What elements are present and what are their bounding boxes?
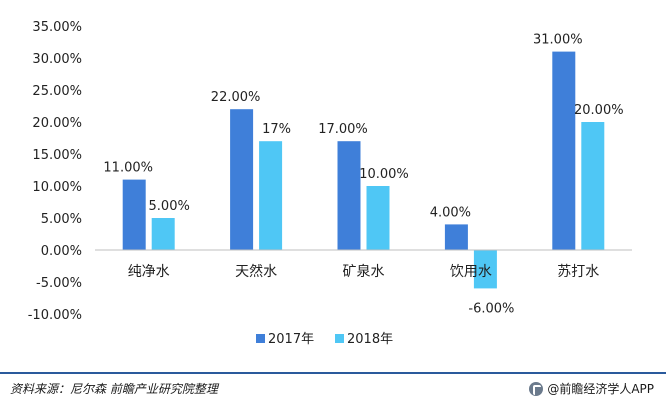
legend: 2017年 2018年 bbox=[256, 332, 393, 347]
data-label: 20.00% bbox=[574, 103, 624, 118]
legend-label-2017: 2017年 bbox=[268, 332, 314, 347]
brand-logo-icon bbox=[529, 381, 544, 396]
y-tick-label: 15.00% bbox=[32, 148, 82, 163]
data-labels: 11.00% 5.00% 22.00% 17% 17.00% 10.00% 4.00% -6.… bbox=[103, 33, 623, 317]
y-tick-label: 0.00% bbox=[41, 244, 82, 259]
legend-swatch-2018 bbox=[335, 334, 344, 343]
brand-credit: @前瞻经济学人APP bbox=[529, 380, 654, 397]
y-tick-label: 20.00% bbox=[32, 116, 82, 131]
y-axis: 35.00% 30.00% 25.00% 20.00% 15.00% 10.00% 5.00… bbox=[28, 20, 82, 323]
bar-2018年 bbox=[259, 141, 283, 250]
bar-2018年 bbox=[366, 186, 390, 250]
footer-divider bbox=[0, 372, 666, 374]
bar-2018年 bbox=[151, 218, 175, 250]
category-label: 苏打水 bbox=[557, 263, 599, 280]
data-label: 11.00% bbox=[103, 161, 153, 176]
y-tick-label: 30.00% bbox=[32, 52, 82, 67]
bar-2017年 bbox=[230, 109, 254, 250]
y-tick-label: -5.00% bbox=[36, 276, 82, 291]
bars bbox=[122, 51, 605, 289]
data-label: 17% bbox=[262, 122, 291, 137]
y-tick-label: -10.00% bbox=[28, 308, 82, 323]
category-label: 纯净水 bbox=[128, 264, 170, 280]
legend-swatch-2017 bbox=[256, 334, 265, 343]
data-label: 4.00% bbox=[430, 205, 471, 220]
data-label: 22.00% bbox=[211, 90, 261, 105]
bar-2017年 bbox=[337, 141, 361, 250]
y-tick-label: 5.00% bbox=[41, 212, 82, 227]
category-labels: 纯净水 天然水 矿泉水 饮用水 苏打水 bbox=[128, 263, 600, 280]
bar-2017年 bbox=[552, 51, 576, 250]
legend-label-2018: 2018年 bbox=[347, 332, 393, 347]
bar-2018年 bbox=[581, 122, 605, 250]
data-label: 5.00% bbox=[149, 199, 190, 214]
bar-2018年 bbox=[473, 250, 497, 289]
bar-2017年 bbox=[122, 179, 146, 250]
data-label: 31.00% bbox=[533, 33, 583, 48]
data-label: 10.00% bbox=[359, 167, 409, 182]
category-label: 矿泉水 bbox=[343, 263, 385, 280]
data-label: -6.00% bbox=[468, 301, 514, 316]
source-note: 资料来源：尼尔森 前瞻产业研究院整理 bbox=[10, 382, 218, 396]
category-label: 天然水 bbox=[235, 263, 277, 280]
data-label: 17.00% bbox=[318, 122, 368, 137]
y-tick-label: 25.00% bbox=[32, 84, 82, 99]
category-label: 饮用水 bbox=[450, 264, 492, 280]
y-tick-label: 35.00% bbox=[32, 20, 82, 35]
bar-2017年 bbox=[444, 224, 468, 250]
brand-text: @前瞻经济学人APP bbox=[547, 382, 654, 396]
chart: 35.00% 30.00% 25.00% 20.00% 15.00% 10.00% 5.00… bbox=[28, 20, 632, 347]
y-tick-label: 10.00% bbox=[32, 180, 82, 195]
